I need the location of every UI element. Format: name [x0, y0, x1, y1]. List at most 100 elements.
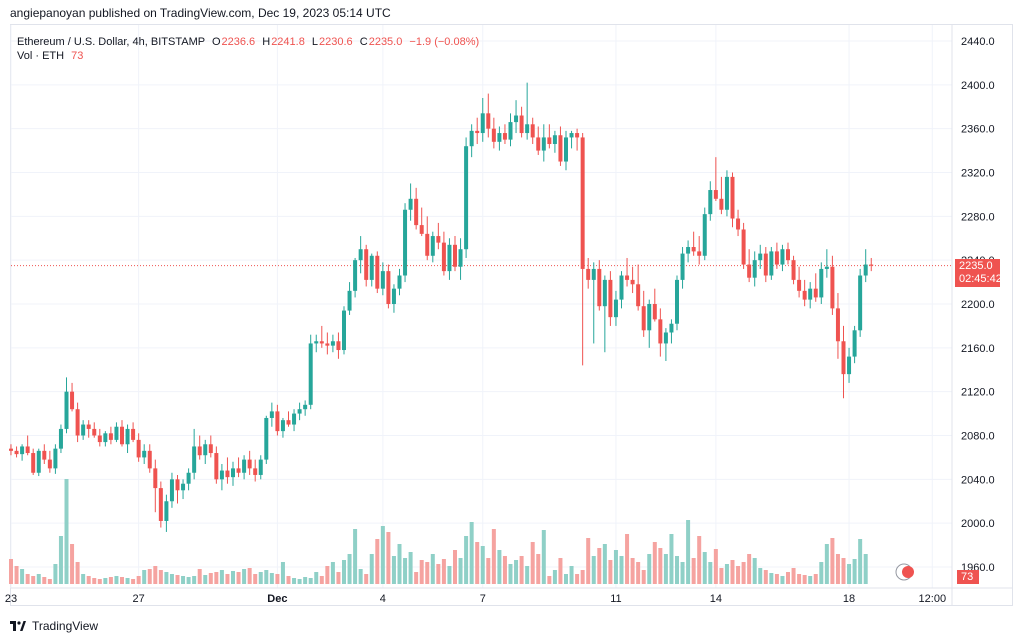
candle-body [342, 310, 346, 351]
volume-bar [786, 572, 790, 584]
x-tick-label: 23 [5, 593, 17, 605]
candle-body [575, 133, 580, 138]
candle-body [863, 264, 868, 276]
volume-bar [397, 544, 402, 584]
candle-body [147, 450, 152, 469]
candle-body [242, 459, 247, 473]
candle-body [403, 209, 408, 276]
volume-bar [208, 573, 213, 584]
volume-bar [242, 569, 247, 584]
volume-bar [774, 574, 779, 584]
x-tick-label: 18 [843, 593, 855, 605]
candle-body [436, 236, 441, 243]
candle-body [397, 275, 402, 289]
volume-bar [425, 562, 430, 584]
volume-bar [613, 550, 618, 584]
volume-bar [436, 564, 441, 584]
candle-body [142, 450, 147, 458]
candle-body [253, 468, 258, 475]
candle-body [697, 251, 702, 256]
volume-bar [31, 576, 36, 584]
candle-body [497, 133, 502, 142]
candle-body [247, 459, 252, 469]
volume-bar [131, 579, 136, 584]
volume-bar [142, 570, 147, 584]
volume-bar [114, 576, 119, 584]
candle-body [408, 198, 413, 210]
volume-bar [758, 568, 763, 584]
volume-bar [747, 554, 752, 584]
volume-bar [158, 570, 163, 584]
volume-bar [852, 559, 857, 584]
candle-body [114, 426, 119, 440]
candle-body [591, 268, 596, 280]
volume-bar [86, 576, 91, 584]
volume-bar [791, 568, 796, 584]
x-tick-label: Dec [267, 593, 287, 605]
volume-bar [724, 564, 729, 584]
candle-body [280, 420, 285, 432]
volume-bar [641, 570, 646, 584]
candle-body [480, 113, 485, 134]
footer[interactable]: TradingView [10, 619, 98, 633]
volume-bar [314, 572, 319, 584]
volume-bar [386, 532, 391, 584]
candle-body [652, 304, 657, 320]
volume-bar [319, 576, 324, 584]
volume-bar [658, 548, 663, 584]
candle-body [602, 279, 607, 307]
candle-body [175, 479, 180, 491]
candle-body [813, 288, 818, 298]
volume-bar [808, 576, 813, 584]
candle-body [186, 472, 191, 484]
volume-bar [97, 579, 102, 584]
candle-body [769, 251, 774, 276]
volume-bar [741, 562, 746, 584]
candle-body [647, 304, 652, 331]
candle-body [286, 420, 291, 425]
volume-bar [47, 579, 52, 584]
x-tick-label: 12:00 [919, 593, 947, 605]
volume-bar [580, 570, 585, 584]
candle-body [663, 332, 668, 344]
candle-body [58, 428, 63, 449]
candle-body [81, 424, 86, 436]
candle-body [691, 247, 696, 252]
candle-body [519, 115, 524, 134]
volume-bar [169, 574, 174, 584]
candle-body [47, 459, 52, 469]
candle-body [347, 290, 352, 311]
volume-bar [280, 562, 285, 584]
candle-body [713, 190, 718, 199]
legend-high-label: H [262, 36, 271, 48]
volume-bar [591, 556, 596, 584]
candle-body [730, 176, 735, 219]
candle-body [25, 446, 30, 454]
volume-bar [819, 562, 824, 584]
candle-body [225, 470, 230, 478]
candle-body [103, 433, 108, 443]
volume-bar [824, 544, 829, 584]
last-price-tag: 2235.0 02:45:42 [955, 259, 1002, 287]
volume-bar [192, 576, 197, 584]
candle-body [325, 343, 330, 346]
volume-bar [558, 558, 563, 584]
volume-bar [458, 558, 463, 584]
candle-body [786, 249, 790, 261]
candle-body [236, 468, 241, 473]
candle-body [419, 225, 424, 234]
volume-bar [253, 574, 258, 584]
candle-body [702, 214, 707, 256]
y-tick-label: 2320.0 [961, 168, 995, 180]
candle-body [70, 391, 75, 410]
volume-bar [20, 569, 25, 584]
volume-bar [508, 564, 513, 584]
candle-body [536, 137, 541, 151]
volume-bar [686, 520, 691, 584]
volume-bar [602, 544, 607, 584]
volume-bar [14, 566, 19, 584]
candle-body [375, 255, 380, 289]
volume-bar [841, 558, 846, 584]
volume-bar [336, 572, 341, 584]
